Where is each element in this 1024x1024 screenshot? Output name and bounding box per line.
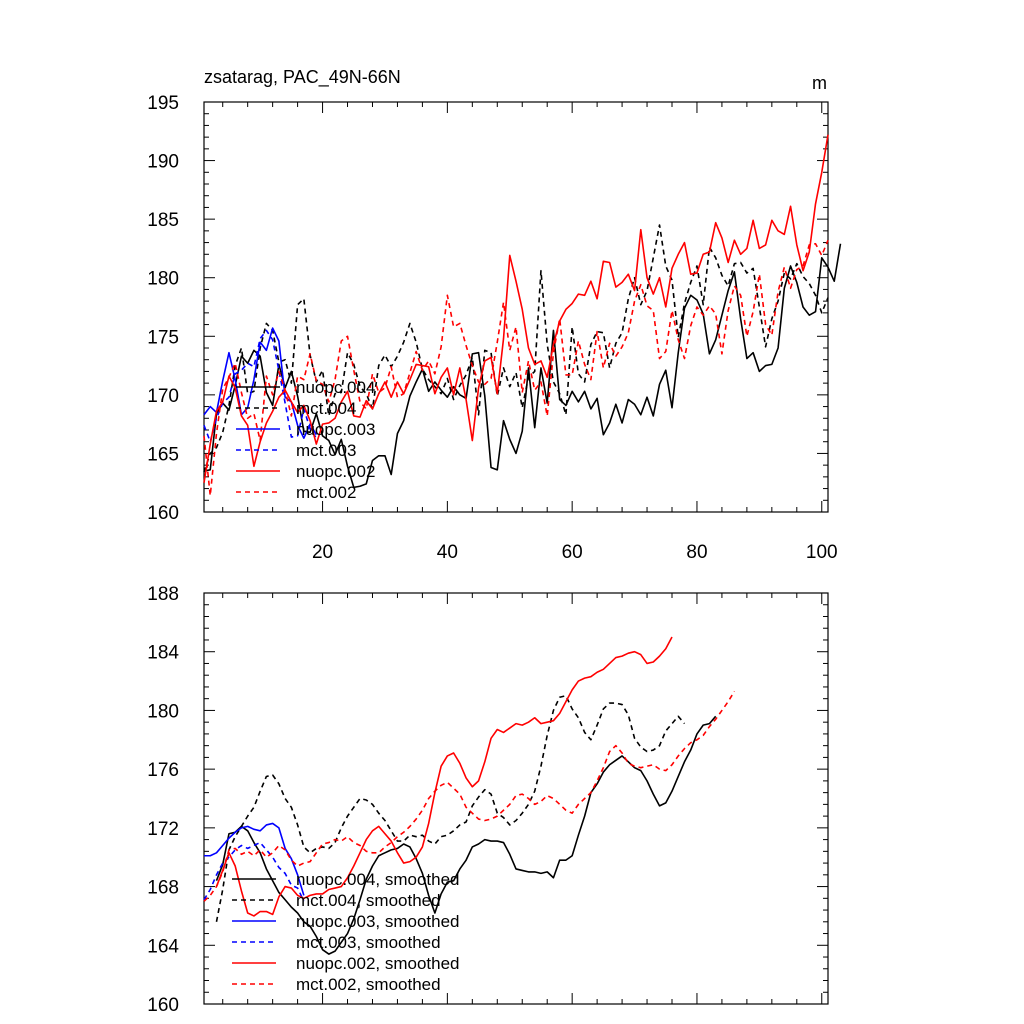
y-tick-label: 180 bbox=[147, 701, 179, 722]
legend-label: mct.002, smoothed bbox=[296, 975, 441, 994]
legend-label: mct.004 bbox=[296, 399, 356, 418]
legend-label: mct.002 bbox=[296, 483, 356, 502]
y-tick-label: 175 bbox=[147, 327, 179, 348]
y-tick-label: 160 bbox=[147, 995, 179, 1016]
series-line bbox=[203, 690, 736, 902]
legend-label: nuopc.003 bbox=[296, 420, 375, 439]
chart-title: zsatarag, PAC_49N-66N bbox=[204, 67, 401, 88]
units-label: m bbox=[812, 73, 827, 93]
y-tick-label: 160 bbox=[147, 503, 179, 524]
series-line bbox=[203, 327, 318, 440]
legend-label: nuopc.004, smoothed bbox=[296, 870, 460, 889]
y-tick-label: 165 bbox=[147, 444, 179, 465]
y-tick-label: 188 bbox=[147, 584, 179, 605]
series-line bbox=[215, 694, 686, 922]
legend-label: mct.003 bbox=[296, 441, 356, 460]
y-tick-label: 172 bbox=[147, 819, 179, 840]
series-line bbox=[203, 134, 829, 483]
plot-frame bbox=[203, 101, 829, 513]
legend-label: nuopc.002, smoothed bbox=[296, 954, 460, 973]
y-tick-label: 190 bbox=[147, 152, 179, 173]
plot-frame bbox=[203, 592, 829, 1005]
y-tick-label: 164 bbox=[147, 936, 179, 957]
y-tick-label: 195 bbox=[147, 93, 179, 114]
series-line bbox=[204, 822, 305, 896]
x-tick-label: 60 bbox=[562, 542, 583, 563]
legend-label: mct.004, smoothed bbox=[296, 891, 441, 910]
legend-label: nuopc.002 bbox=[296, 462, 375, 481]
series-line bbox=[203, 239, 829, 497]
panel-top: zsatarag, PAC_49N-66N m 20 40 60 80 100 160 16… bbox=[147, 67, 842, 563]
legend-label: nuopc.003, smoothed bbox=[296, 912, 460, 931]
series-line bbox=[203, 243, 842, 489]
x-tick-label: 20 bbox=[312, 542, 333, 563]
y-tick-label: 170 bbox=[147, 386, 179, 407]
y-tick-label: 168 bbox=[147, 878, 179, 899]
y-tick-label: 185 bbox=[147, 210, 179, 231]
series-line bbox=[215, 715, 717, 955]
x-tick-label: 80 bbox=[686, 542, 707, 563]
series-line bbox=[215, 636, 673, 917]
x-tick-label: 100 bbox=[806, 542, 838, 563]
series-line bbox=[203, 224, 829, 473]
legend-label: mct.003, smoothed bbox=[296, 933, 441, 952]
x-tick-label: 40 bbox=[437, 542, 458, 563]
panel-bottom: 160 164 168 172 176 180 184 188 nuopc.004, smoot… bbox=[147, 584, 829, 1016]
legend-label: nuopc.004 bbox=[296, 378, 375, 397]
y-tick-label: 184 bbox=[147, 643, 179, 664]
y-tick-label: 180 bbox=[147, 269, 179, 290]
series-line bbox=[203, 841, 305, 902]
y-tick-label: 176 bbox=[147, 760, 179, 781]
